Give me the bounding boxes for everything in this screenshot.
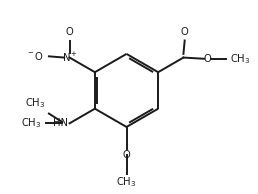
Text: CH$_3$: CH$_3$: [21, 116, 42, 130]
Text: O: O: [66, 27, 74, 37]
Text: O: O: [123, 150, 130, 160]
Text: O: O: [204, 54, 212, 64]
Text: HN: HN: [53, 118, 68, 128]
Text: O: O: [181, 27, 189, 37]
Text: $^-$O: $^-$O: [26, 50, 44, 62]
Text: CH$_3$: CH$_3$: [116, 176, 137, 190]
Text: N$^+$: N$^+$: [61, 51, 78, 64]
Text: CH$_3$: CH$_3$: [230, 52, 250, 66]
Text: CH$_3$: CH$_3$: [25, 96, 45, 110]
